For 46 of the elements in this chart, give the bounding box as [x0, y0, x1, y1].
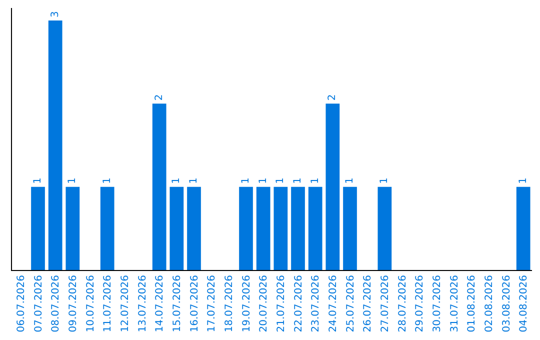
x-tick-label: 23.07.2026	[310, 275, 322, 332]
data-label: 1	[292, 177, 304, 184]
x-tick-label: 01.08.2026	[466, 275, 478, 332]
x-tick-label: 13.07.2026	[137, 275, 148, 332]
x-tick-label: 08.07.2026	[50, 275, 62, 332]
x-tick-label: 07.07.2026	[33, 275, 44, 332]
data-label: 1	[188, 177, 200, 184]
data-label: 1	[275, 177, 286, 184]
x-tick-label: 20.07.2026	[258, 275, 270, 332]
data-label: 1	[32, 177, 44, 184]
data-label: 2	[154, 94, 165, 101]
x-tick-label: 10.07.2026	[85, 275, 96, 332]
x-tick-label: 29.07.2026	[414, 275, 426, 332]
x-tick-label: 14.07.2026	[154, 275, 166, 332]
data-label: 2	[327, 94, 338, 101]
x-tick-label: 24.07.2026	[328, 275, 339, 332]
x-tick-label: 28.07.2026	[397, 275, 408, 332]
x-tick-label: 06.07.2026	[16, 275, 27, 332]
data-label: 1	[379, 177, 390, 184]
data-label: 1	[102, 177, 113, 184]
x-tick-label: 17.07.2026	[206, 275, 218, 332]
x-tick-label: 21.07.2026	[276, 275, 287, 332]
data-label: 1	[344, 177, 356, 184]
data-label: 1	[518, 177, 529, 184]
x-tick-label: 26.07.2026	[362, 275, 374, 332]
x-tick-label: 15.07.2026	[172, 275, 183, 332]
x-tick-label: 04.08.2026	[518, 275, 530, 332]
x-tick-label: 22.07.2026	[293, 275, 304, 332]
x-tick-label: 18.07.2026	[224, 275, 235, 332]
data-label: 1	[67, 177, 78, 184]
data-label: 3	[50, 11, 61, 18]
data-label: 1	[171, 177, 182, 184]
x-tick-label: 11.07.2026	[102, 275, 114, 332]
x-tick-label: 25.07.2026	[345, 275, 356, 332]
x-tick-label: 02.08.2026	[484, 275, 495, 332]
x-tick-label: 12.07.2026	[120, 275, 131, 332]
data-label: 1	[258, 177, 269, 184]
x-tick-label: 30.07.2026	[432, 275, 443, 332]
x-tick-label: 27.07.2026	[380, 275, 391, 332]
x-tick-label: 16.07.2026	[189, 275, 200, 332]
x-tick-label: 31.07.2026	[449, 275, 460, 332]
data-label: 1	[240, 177, 252, 184]
data-label: 1	[310, 177, 321, 184]
x-tick-label: 03.08.2026	[501, 275, 512, 332]
x-tick-label: 09.07.2026	[68, 275, 79, 332]
x-tick-label: 19.07.2026	[241, 275, 252, 332]
